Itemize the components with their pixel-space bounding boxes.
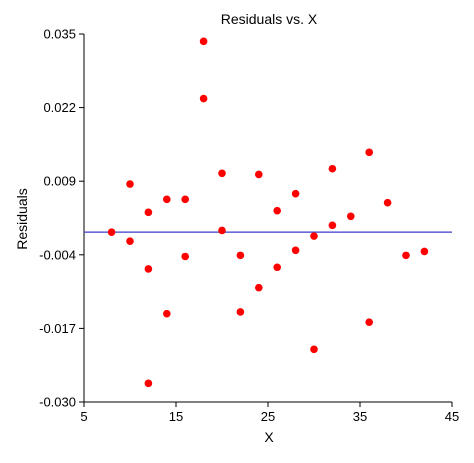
- data-point: [291, 246, 300, 255]
- x-tick-label: 15: [169, 409, 183, 424]
- data-point: [107, 228, 116, 236]
- data-point: [347, 212, 355, 221]
- data-point: [163, 309, 171, 318]
- data-point: [402, 251, 410, 260]
- data-point: [144, 265, 153, 273]
- y-ticks: 0.035 0.022 0.009 -0.004 -0.017 -0.030: [39, 27, 84, 410]
- data-point: [365, 318, 374, 326]
- data-point: [144, 379, 153, 388]
- data-point: [126, 180, 134, 188]
- data-point: [236, 308, 245, 316]
- data-point: [328, 164, 337, 173]
- data-point: [310, 232, 318, 240]
- data-point: [163, 195, 171, 204]
- data-point: [291, 189, 300, 198]
- chart-title: Residuals vs. X: [221, 11, 318, 27]
- data-point: [254, 283, 263, 292]
- x-tick-label: 25: [261, 409, 275, 424]
- data-points: [107, 37, 429, 388]
- data-point: [383, 198, 392, 207]
- data-point: [236, 251, 245, 260]
- data-point: [126, 237, 134, 246]
- x-tick-label: 35: [353, 409, 367, 424]
- data-point: [273, 206, 282, 215]
- data-point: [181, 195, 189, 204]
- data-point: [365, 148, 374, 157]
- y-tick-label: 0.022: [43, 100, 76, 115]
- x-axis-label: X: [264, 429, 274, 445]
- x-ticks: 5 15 25 35 45: [80, 402, 459, 424]
- y-tick-label: -0.017: [39, 321, 76, 336]
- x-tick-label: 45: [445, 409, 459, 424]
- data-point: [328, 221, 337, 230]
- data-point: [199, 37, 208, 46]
- data-point: [218, 169, 226, 178]
- y-tick-label: 0.009: [43, 174, 76, 189]
- data-point: [199, 94, 208, 103]
- y-tick-label: 0.035: [43, 27, 76, 42]
- y-axis-label: Residuals: [14, 188, 30, 249]
- y-tick-label: -0.004: [39, 247, 76, 262]
- data-point: [310, 345, 318, 354]
- data-point: [181, 252, 189, 261]
- data-point: [254, 170, 263, 179]
- data-point: [218, 226, 226, 235]
- data-point: [420, 247, 429, 256]
- y-tick-label: -0.030: [39, 395, 76, 410]
- data-point: [273, 263, 282, 272]
- x-tick-label: 5: [80, 409, 87, 424]
- data-point: [144, 208, 153, 217]
